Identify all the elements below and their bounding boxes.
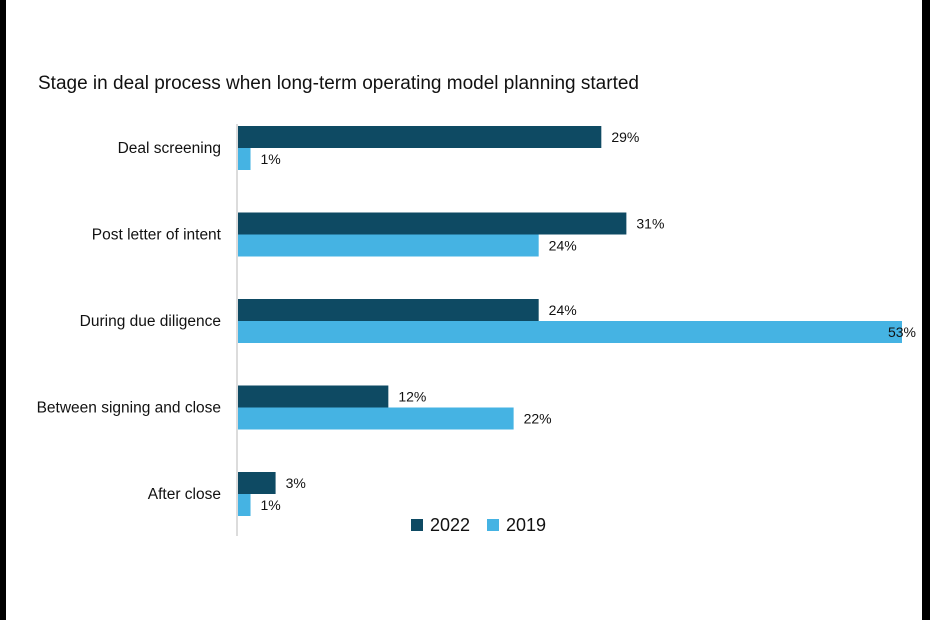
legend-label-2022: 2022 bbox=[430, 515, 470, 535]
data-label-2019-post-letter-of-intent: 24% bbox=[549, 238, 577, 254]
bar-2022-after-close bbox=[238, 472, 276, 494]
data-label-2022-during-due-diligence: 24% bbox=[549, 302, 577, 318]
bar-2019-deal-screening bbox=[238, 148, 251, 170]
bar-2022-during-due-diligence bbox=[238, 299, 539, 321]
bar-2019-during-due-diligence bbox=[238, 321, 902, 343]
category-label-deal-screening: Deal screening bbox=[118, 140, 221, 157]
data-label-2022-after-close: 3% bbox=[286, 475, 306, 491]
data-label-2022-deal-screening: 29% bbox=[611, 129, 639, 145]
legend-label-2019: 2019 bbox=[506, 515, 546, 535]
data-label-2019-between-signing-and-close: 22% bbox=[524, 411, 552, 427]
bar-2022-deal-screening bbox=[238, 126, 602, 148]
data-label-2022-post-letter-of-intent: 31% bbox=[636, 216, 664, 232]
category-label-after-close: After close bbox=[148, 486, 221, 503]
data-label-2019-after-close: 1% bbox=[261, 497, 281, 513]
chart-canvas: Stage in deal process when long-term ope… bbox=[6, 0, 922, 620]
chart-title: Stage in deal process when long-term ope… bbox=[38, 73, 639, 94]
data-label-2019-during-due-diligence: 53% bbox=[888, 324, 916, 340]
bar-2022-between-signing-and-close bbox=[238, 385, 389, 408]
bar-2022-post-letter-of-intent bbox=[238, 212, 627, 235]
legend-swatch-2019 bbox=[487, 519, 499, 531]
bar-chart: Deal screening 29% 1% Post letter of intent… bbox=[37, 124, 916, 536]
data-label-2022-between-signing-and-close: 12% bbox=[398, 389, 426, 405]
bar-2019-post-letter-of-intent bbox=[238, 234, 539, 257]
category-label-post-letter-of-intent: Post letter of intent bbox=[92, 227, 222, 244]
category-label-between-signing-and-close: Between signing and close bbox=[37, 400, 221, 417]
legend-swatch-2022 bbox=[411, 519, 423, 531]
bars-group bbox=[238, 126, 902, 516]
bar-2019-after-close bbox=[238, 494, 251, 516]
data-label-2019-deal-screening: 1% bbox=[261, 151, 281, 167]
bar-2019-between-signing-and-close bbox=[238, 407, 514, 430]
category-label-during-due-diligence: During due diligence bbox=[80, 313, 221, 330]
labels-group: Deal screening 29% 1% Post letter of intent… bbox=[37, 129, 916, 513]
legend: 2022 2019 bbox=[411, 515, 546, 535]
